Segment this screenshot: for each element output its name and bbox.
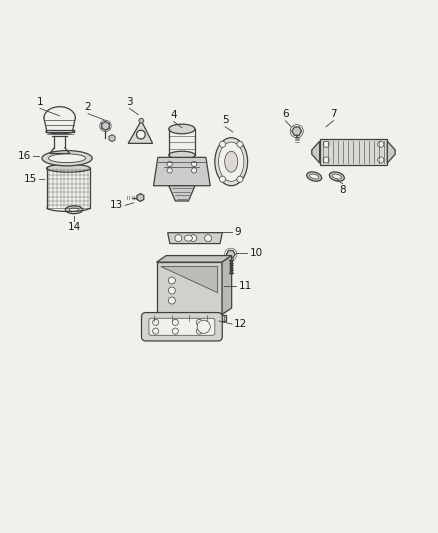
Ellipse shape xyxy=(65,206,83,214)
Circle shape xyxy=(205,235,212,241)
Polygon shape xyxy=(137,193,144,201)
Circle shape xyxy=(191,161,197,166)
Bar xyxy=(156,262,222,314)
Circle shape xyxy=(190,235,197,241)
FancyBboxPatch shape xyxy=(141,312,222,341)
Ellipse shape xyxy=(49,154,85,163)
Polygon shape xyxy=(156,256,232,262)
Polygon shape xyxy=(222,256,232,314)
Circle shape xyxy=(168,287,175,294)
Circle shape xyxy=(137,130,145,139)
Text: 14: 14 xyxy=(67,222,81,232)
FancyBboxPatch shape xyxy=(149,318,215,335)
Text: 10: 10 xyxy=(250,248,263,259)
Circle shape xyxy=(172,328,178,334)
Circle shape xyxy=(378,141,384,147)
Ellipse shape xyxy=(307,172,321,181)
Polygon shape xyxy=(226,251,235,258)
Text: 16: 16 xyxy=(18,151,31,160)
Polygon shape xyxy=(102,122,109,130)
Text: 9: 9 xyxy=(234,228,241,237)
Ellipse shape xyxy=(310,174,319,179)
Ellipse shape xyxy=(169,124,195,134)
Circle shape xyxy=(196,319,202,326)
Circle shape xyxy=(175,235,182,241)
Polygon shape xyxy=(152,314,226,321)
Ellipse shape xyxy=(69,208,79,212)
Polygon shape xyxy=(139,118,144,123)
Circle shape xyxy=(168,297,175,304)
Polygon shape xyxy=(153,157,210,185)
Polygon shape xyxy=(292,127,301,135)
Polygon shape xyxy=(109,135,115,142)
Ellipse shape xyxy=(46,164,90,172)
Ellipse shape xyxy=(332,174,342,179)
Text: 5: 5 xyxy=(222,115,229,125)
Ellipse shape xyxy=(169,151,195,159)
Text: 15: 15 xyxy=(24,174,37,184)
Polygon shape xyxy=(161,266,218,293)
Bar xyxy=(320,139,387,165)
Text: 11: 11 xyxy=(239,281,252,291)
Polygon shape xyxy=(312,141,320,163)
Circle shape xyxy=(196,328,202,334)
Circle shape xyxy=(167,168,172,173)
Text: 4: 4 xyxy=(170,110,177,120)
Circle shape xyxy=(168,277,175,284)
Text: 12: 12 xyxy=(234,319,247,329)
Ellipse shape xyxy=(215,138,247,185)
Text: 1: 1 xyxy=(37,96,43,107)
Ellipse shape xyxy=(42,151,92,166)
Circle shape xyxy=(152,328,159,334)
Circle shape xyxy=(191,168,197,173)
Polygon shape xyxy=(387,141,395,163)
Circle shape xyxy=(152,319,159,326)
Circle shape xyxy=(323,157,329,163)
Circle shape xyxy=(323,141,329,147)
Circle shape xyxy=(197,320,210,333)
Polygon shape xyxy=(169,185,195,201)
Ellipse shape xyxy=(184,235,192,241)
Circle shape xyxy=(219,176,226,182)
Text: 7: 7 xyxy=(330,109,337,119)
Circle shape xyxy=(167,161,172,166)
Polygon shape xyxy=(168,233,222,244)
Text: 13: 13 xyxy=(110,200,123,211)
Polygon shape xyxy=(128,120,152,143)
Text: 3: 3 xyxy=(126,96,133,107)
Text: 2: 2 xyxy=(85,102,92,112)
Text: 8: 8 xyxy=(339,185,346,195)
Ellipse shape xyxy=(329,172,344,181)
Circle shape xyxy=(237,141,243,147)
Ellipse shape xyxy=(225,151,238,172)
Ellipse shape xyxy=(219,142,244,181)
Text: 6: 6 xyxy=(282,109,289,119)
Circle shape xyxy=(172,319,178,326)
Circle shape xyxy=(237,176,243,182)
Circle shape xyxy=(378,157,384,163)
Circle shape xyxy=(219,141,226,147)
